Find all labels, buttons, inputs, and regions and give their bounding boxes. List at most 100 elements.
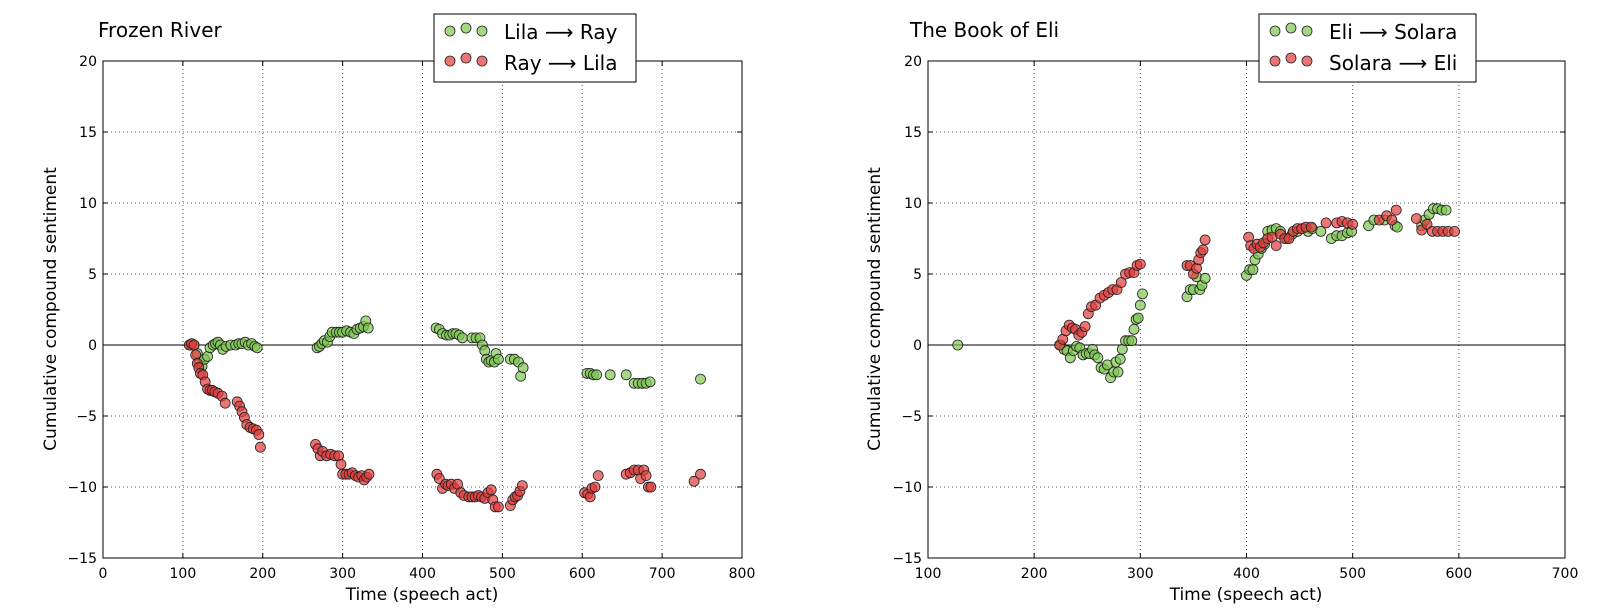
y-tick-label: 15 — [904, 125, 922, 141]
axis-ticks: 100 200 300 400 500 600 700 −15 −10 −5 0 5 10 15 20 — [892, 54, 1578, 582]
y-tick-label: −10 — [892, 480, 922, 496]
y-tick-label: 10 — [904, 196, 922, 212]
legend-marker — [460, 52, 472, 64]
data-point — [688, 475, 700, 487]
data-point — [644, 376, 656, 388]
x-tick-label: 500 — [1339, 566, 1366, 582]
data-point — [1347, 218, 1359, 230]
data-point — [1079, 321, 1091, 332]
y-tick-label: 20 — [904, 54, 922, 70]
data-point — [1115, 277, 1127, 288]
legend-label-series-1: Eli ⟶ Solara — [1329, 20, 1457, 44]
legend-marker — [460, 22, 472, 34]
data-point — [1197, 244, 1209, 256]
chart-frozen-river: Frozen River 0 100 200 300 400 500 600 700 800−1… — [41, 13, 755, 605]
x-tick-label: 600 — [569, 566, 596, 582]
x-axis-label: Time (speech act) — [345, 585, 499, 605]
data-point — [1440, 204, 1452, 216]
chart-title: Frozen River — [98, 18, 222, 42]
data-point — [1305, 221, 1317, 233]
x-tick-label: 600 — [1445, 566, 1472, 582]
data-point — [492, 353, 504, 365]
chart-title: The Book of Eli — [909, 18, 1059, 42]
x-tick-label: 100 — [170, 566, 197, 582]
axis-ticks: 0 100 200 300 400 500 600 700 800 −15 −10 −5 0 5 10 15 2… — [67, 54, 755, 582]
data-point — [1112, 366, 1124, 378]
data-point — [1315, 225, 1327, 237]
legend-marker — [476, 25, 488, 37]
legend-marker — [1285, 22, 1297, 34]
legend-marker — [1269, 25, 1281, 37]
legend-label-series-1: Lila ⟶ Ray — [504, 20, 618, 44]
data-point — [1391, 221, 1403, 233]
scatter-points — [183, 315, 706, 513]
data-point — [456, 332, 468, 344]
data-point — [645, 481, 657, 493]
data-point — [952, 339, 964, 351]
data-point — [335, 458, 347, 470]
y-tick-label: −15 — [892, 551, 922, 567]
y-tick-label: 20 — [79, 54, 97, 70]
chart-book-of-eli: The Book of Eli 100 200 300 400 500 600 700−15… — [865, 13, 1578, 605]
legend-label-series-2: Ray ⟶ Lila — [504, 51, 617, 75]
data-point — [1411, 213, 1422, 225]
x-axis-label: Time (speech act) — [1169, 585, 1323, 605]
data-point — [1132, 312, 1144, 324]
data-point — [695, 468, 706, 480]
data-point — [695, 373, 706, 385]
legend-marker — [1301, 25, 1313, 37]
data-point — [516, 480, 528, 492]
data-point — [254, 441, 266, 453]
x-tick-label: 400 — [1233, 566, 1260, 582]
x-tick-label: 0 — [99, 566, 108, 582]
y-tick-label: 0 — [88, 338, 97, 354]
data-point — [1092, 352, 1104, 364]
legend-marker — [476, 55, 488, 67]
legend-marker — [1269, 55, 1281, 67]
data-point — [1128, 323, 1140, 335]
legend-marker — [1301, 55, 1313, 67]
data-point — [1320, 217, 1332, 229]
legend: Lila ⟶ Ray Ray ⟶ Lila — [433, 13, 637, 83]
y-tick-label: −10 — [67, 480, 97, 496]
data-point — [362, 322, 374, 334]
x-tick-label: 300 — [1127, 566, 1154, 582]
legend-marker — [444, 25, 456, 37]
data-point — [251, 342, 263, 354]
legend-markers-series-2 — [1269, 52, 1313, 67]
data-point — [485, 484, 497, 496]
data-point — [620, 369, 632, 381]
legend-marker — [1285, 52, 1297, 64]
legend: Eli ⟶ Solara Solara ⟶ Eli — [1258, 13, 1477, 83]
y-axis-label: Cumulative compound sentiment — [865, 167, 885, 451]
series-2 — [1054, 204, 1460, 351]
x-tick-label: 700 — [649, 566, 676, 582]
data-point — [363, 468, 375, 480]
x-tick-label: 200 — [1021, 566, 1048, 582]
x-tick-label: 300 — [329, 566, 356, 582]
data-point — [1134, 299, 1146, 311]
y-tick-label: −5 — [76, 409, 97, 425]
x-tick-label: 500 — [489, 566, 516, 582]
data-point — [1134, 258, 1146, 270]
x-tick-label: 800 — [729, 566, 756, 582]
data-point — [604, 369, 616, 381]
data-point — [592, 470, 604, 482]
legend-marker — [444, 55, 456, 67]
data-point — [1114, 353, 1126, 365]
legend-markers-series-1 — [1269, 22, 1313, 37]
data-point — [1270, 240, 1282, 252]
x-tick-label: 200 — [249, 566, 276, 582]
data-point — [1199, 272, 1211, 284]
data-point — [640, 470, 652, 482]
data-point — [589, 481, 601, 493]
data-point — [219, 397, 231, 409]
y-tick-label: 5 — [913, 267, 922, 283]
x-tick-label: 400 — [409, 566, 436, 582]
y-tick-label: 10 — [79, 196, 97, 212]
data-point — [1449, 225, 1460, 237]
data-point — [1126, 335, 1138, 347]
y-tick-label: 15 — [79, 125, 97, 141]
x-tick-label: 700 — [1552, 566, 1579, 582]
